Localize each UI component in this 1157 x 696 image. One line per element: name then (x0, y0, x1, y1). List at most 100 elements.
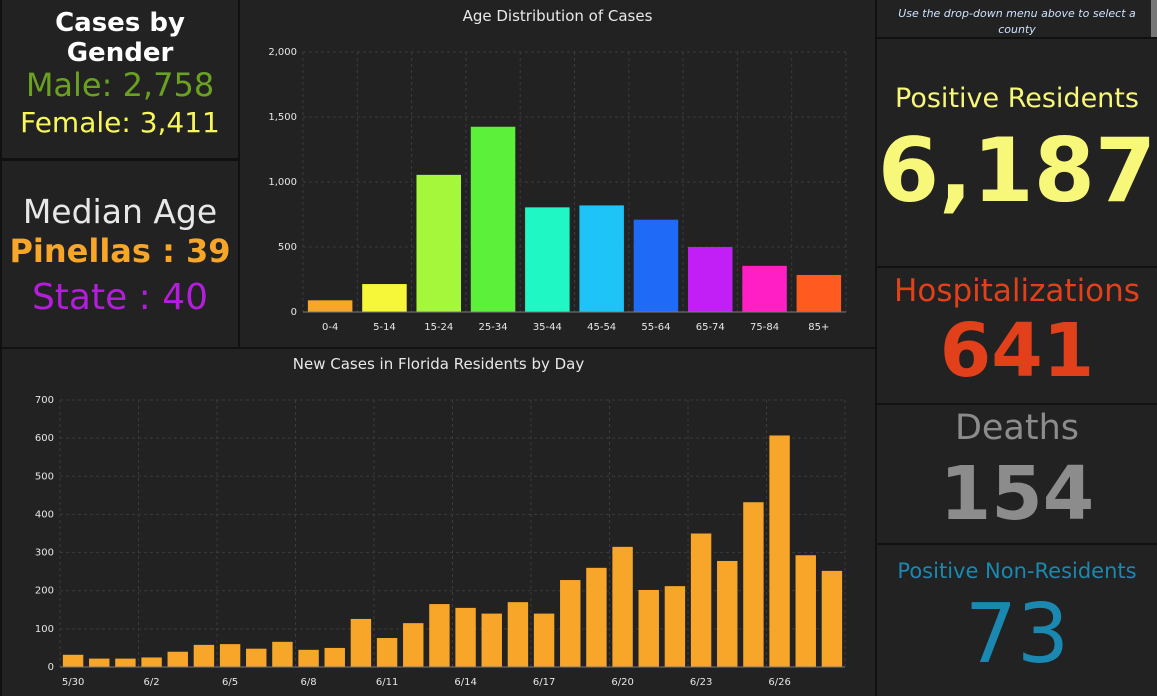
chart-bar[interactable] (690, 533, 712, 668)
daily-cases-chart: 0 100 200 300 400 500 600 700 5/30 6/2 6/5 6/8 6/11 6… (35, 395, 846, 688)
chart-bar[interactable] (579, 205, 624, 312)
scrollbar-handle[interactable] (1151, 0, 1157, 37)
x-tick-label: 75-84 (750, 322, 779, 333)
chart-bar[interactable] (742, 265, 787, 312)
hospitalizations-label: Hospitalizations (894, 273, 1140, 309)
age-chart-title: Age Distribution of Cases (462, 7, 653, 25)
y-tick-label: 100 (35, 624, 54, 635)
chart-bar[interactable] (141, 657, 162, 667)
x-tick-label: 45-54 (587, 322, 616, 333)
x-tick-label: 6/2 (144, 677, 160, 688)
positive-residents-label: Positive Residents (895, 83, 1139, 114)
chart-bar[interactable] (362, 284, 407, 312)
chart-bar[interactable] (743, 502, 764, 667)
chart-bar[interactable] (89, 658, 110, 667)
y-tick-label: 600 (35, 433, 54, 444)
gender-panel: Cases by Gender Male: 2,758 Female: 3,41… (2, 0, 238, 158)
chart-bar[interactable] (586, 567, 607, 667)
median-age-pinellas: Pinellas : 39 (9, 232, 231, 270)
chart-bar[interactable] (429, 604, 450, 667)
median-age-title: Median Age (22, 192, 218, 231)
x-tick-label: 5/30 (62, 677, 84, 688)
chart-bar[interactable] (376, 638, 398, 667)
x-tick-label: 25-34 (479, 322, 508, 333)
y-tick-label: 0 (291, 307, 297, 318)
age-distribution-panel: Age Distribution of Cases 0 500 1,000 1,500… (240, 0, 875, 347)
x-tick-label: 35-44 (533, 322, 562, 333)
x-tick-label: 6/20 (611, 677, 633, 688)
chart-bar[interactable] (796, 274, 842, 312)
chart-bar[interactable] (298, 649, 319, 667)
median-age-state: State : 40 (31, 277, 209, 318)
x-tick-label: 55-64 (641, 322, 670, 333)
chart-bar[interactable] (664, 586, 686, 667)
positive-residents-value: 6,187 (877, 119, 1157, 222)
x-tick-label: 6/11 (376, 677, 398, 688)
hospitalizations-value: 641 (939, 308, 1095, 394)
chart-bar[interactable] (470, 126, 516, 312)
chart-bar[interactable] (533, 613, 555, 667)
y-tick-label: 400 (35, 509, 54, 520)
chart-bar[interactable] (350, 618, 372, 667)
deaths-panel: Deaths 154 (877, 405, 1157, 543)
x-tick-label: 85+ (808, 322, 829, 333)
y-tick-label: 1,000 (268, 177, 297, 188)
chart-bar[interactable] (525, 207, 570, 312)
chart-bar[interactable] (455, 607, 476, 667)
chart-bar[interactable] (821, 570, 843, 667)
chart-bar[interactable] (612, 546, 633, 667)
chart-bar[interactable] (115, 658, 136, 667)
y-tick-label: 500 (35, 471, 54, 482)
deaths-value: 154 (939, 451, 1095, 537)
chart-bar[interactable] (769, 435, 790, 667)
chart-bar[interactable] (167, 651, 188, 667)
y-tick-label: 500 (278, 242, 297, 253)
chart-bar[interactable] (403, 623, 424, 667)
x-tick-label: 6/23 (690, 677, 712, 688)
chart-bar[interactable] (717, 560, 738, 667)
chart-bar[interactable] (481, 613, 502, 667)
chart-bar[interactable] (507, 602, 529, 667)
y-tick-label: 300 (35, 548, 54, 559)
age-distribution-chart: 0 500 1,000 1,500 2,000 0-4 5-14 15-24 25-34 35-4… (268, 47, 847, 333)
y-tick-label: 1,500 (268, 112, 297, 123)
median-age-panel: Median Age Pinellas : 39 State : 40 (2, 161, 238, 347)
female-count: Female: 3,411 (20, 106, 220, 139)
x-tick-label: 5-14 (373, 322, 396, 333)
x-tick-label: 0-4 (322, 322, 338, 333)
chart-bar[interactable] (193, 644, 215, 667)
y-tick-label: 200 (35, 586, 54, 597)
x-tick-label: 6/5 (222, 677, 238, 688)
non-residents-label: Positive Non-Residents (897, 559, 1137, 583)
daily-chart-title: New Cases in Florida Residents by Day (292, 355, 585, 373)
non-residents-value: 73 (964, 587, 1070, 682)
chart-bar[interactable] (687, 247, 733, 312)
hospitalizations-panel: Hospitalizations 641 (877, 268, 1157, 403)
x-tick-label: 15-24 (424, 322, 453, 333)
gender-title: Cases by Gender (55, 8, 185, 68)
positive-residents-panel: Positive Residents 6,187 (877, 39, 1157, 266)
chart-bar[interactable] (272, 641, 293, 667)
x-tick-label: 65-74 (696, 322, 725, 333)
county-hint-panel: Use the drop-down menu above to select a… (877, 0, 1157, 37)
non-residents-panel: Positive Non-Residents 73 (877, 545, 1157, 696)
y-tick-label: 2,000 (268, 47, 297, 58)
male-count: Male: 2,758 (25, 66, 215, 104)
chart-bar[interactable] (62, 654, 84, 667)
chart-bar[interactable] (219, 644, 241, 667)
x-tick-label: 6/26 (768, 677, 790, 688)
daily-cases-panel: New Cases in Florida Residents by Day 0 1… (2, 349, 875, 696)
chart-bar[interactable] (560, 580, 581, 667)
chart-bar[interactable] (638, 589, 659, 667)
chart-bar[interactable] (246, 648, 267, 667)
county-hint-text: Use the drop-down menu above to select a… (898, 7, 1136, 36)
chart-bar[interactable] (307, 300, 353, 312)
chart-bar[interactable] (324, 647, 345, 667)
y-tick-label: 700 (35, 395, 54, 406)
chart-bar[interactable] (795, 555, 816, 667)
x-tick-label: 6/17 (533, 677, 555, 688)
chart-bar[interactable] (633, 219, 679, 312)
x-tick-label: 6/14 (454, 677, 476, 688)
chart-bar[interactable] (416, 174, 462, 312)
x-tick-label: 6/8 (301, 677, 317, 688)
